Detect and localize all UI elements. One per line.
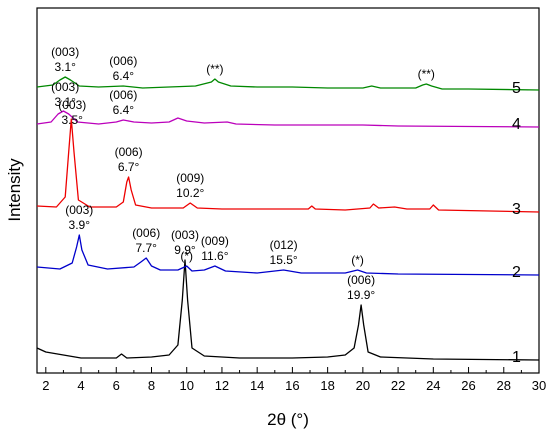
x-tick-label: 8 [148,378,155,393]
x-tick-label: 4 [77,378,84,393]
peak-annotation: (012) [270,238,298,252]
x-tick-label: 12 [215,378,229,393]
ticks-layer: 2 4 6 8 10 12 14 16 18 20 22 24 26 28 30 [42,367,546,393]
peak-annotation: 6.4° [113,103,135,117]
series-label-5: 5 [512,80,521,97]
series-label-1: 1 [512,349,521,366]
series-line-1 [36,259,540,361]
x-tick-label: 18 [320,378,334,393]
peak-annotation: 15.5° [270,253,298,267]
x-tick-label: 16 [285,378,299,393]
peak-annotation: 3.9° [69,218,91,232]
peak-annotation: (**) [206,62,223,76]
peak-annotation: 6.7° [118,160,140,174]
peak-annotation: 9.9° [174,243,196,257]
x-tick-label: 14 [250,378,264,393]
series-label-2: 2 [512,264,521,281]
peak-annotation: 10.2° [176,186,204,200]
peak-annotation: (003) [65,203,93,217]
peak-annotation: (*) [351,253,364,267]
peak-annotations: (003)3.1° (006)6.4° (**) (**)(003)3.1° (006)… [51,45,435,302]
peak-annotation: 7.7° [135,241,157,255]
series-line-5 [36,76,540,91]
series-line-4 [36,110,540,128]
peak-annotation: (006) [347,273,375,287]
peak-annotation: (**) [418,67,435,81]
peak-annotation: 19.9° [347,288,375,302]
x-tick-label: 26 [461,378,475,393]
series-line-3 [36,118,540,213]
x-axis-label: 2θ (°) [267,410,309,429]
peak-annotation: 11.6° [201,249,228,263]
x-tick-label: 20 [356,378,370,393]
x-tick-label: 2 [42,378,49,393]
peak-annotation: 6.4° [113,69,135,83]
series-labels: 1 2 3 4 5 [512,80,521,366]
x-tick-label: 24 [426,378,440,393]
peak-annotation: (003) [171,228,199,242]
x-tick-label: 30 [532,378,546,393]
series-layer [36,76,540,361]
peak-annotation: (006) [109,54,137,68]
x-tick-label: 6 [113,378,120,393]
peak-annotation: (003) [58,98,86,112]
peak-annotation: (009) [176,171,204,185]
peak-annotation: 3.5° [61,113,83,127]
series-line-2 [36,234,540,276]
y-axis-label: Intensity [5,158,24,222]
peak-annotation: 3.1° [54,60,76,74]
series-label-4: 4 [512,116,521,133]
series-label-3: 3 [512,201,521,218]
peak-annotation: (*) [180,249,193,263]
peak-annotation: (006) [109,88,137,102]
peak-annotation: (003) [51,45,79,59]
peak-annotation: (009) [201,234,229,248]
x-tick-label: 10 [179,378,193,393]
peak-annotation: (003) [51,80,79,94]
x-tick-label: 28 [497,378,511,393]
x-tick-label: 22 [391,378,405,393]
plot-frame [36,7,540,374]
peak-annotation: (006) [132,226,160,240]
peak-annotation: (006) [115,145,143,159]
peak-annotation: 3.1° [54,95,76,109]
